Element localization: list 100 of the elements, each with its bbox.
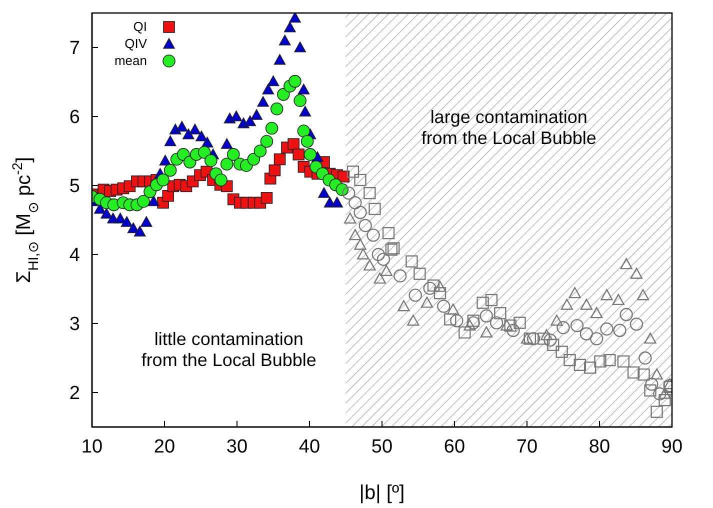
point xyxy=(480,326,492,338)
point xyxy=(220,158,234,171)
point xyxy=(394,269,407,282)
x-tick-label: 90 xyxy=(661,436,683,458)
y-tick-label: 2 xyxy=(69,383,80,404)
point xyxy=(620,308,633,322)
point xyxy=(292,148,305,160)
point xyxy=(380,264,392,276)
x-tick-label: 60 xyxy=(444,436,466,458)
x-tick-label: 40 xyxy=(298,436,320,458)
point xyxy=(560,298,573,310)
point xyxy=(584,362,596,374)
point xyxy=(120,216,133,227)
point xyxy=(100,208,112,219)
point xyxy=(650,368,663,380)
point xyxy=(278,34,291,46)
point xyxy=(230,110,242,122)
point xyxy=(540,329,553,340)
point xyxy=(294,42,306,52)
point xyxy=(653,387,666,400)
point xyxy=(406,255,418,268)
point xyxy=(294,94,306,108)
point xyxy=(458,326,471,339)
point xyxy=(420,296,434,308)
point xyxy=(464,319,476,331)
point xyxy=(450,314,464,328)
x-tick-label: 30 xyxy=(226,436,248,458)
point xyxy=(658,388,671,399)
point xyxy=(349,229,362,240)
point xyxy=(644,332,656,344)
point xyxy=(580,327,594,340)
point xyxy=(544,333,557,347)
point xyxy=(164,135,176,146)
point xyxy=(198,146,211,159)
point xyxy=(257,96,269,107)
point xyxy=(268,164,281,176)
point xyxy=(354,238,366,250)
point xyxy=(388,242,400,254)
point xyxy=(346,166,360,178)
point xyxy=(604,354,616,366)
point xyxy=(600,289,613,300)
point xyxy=(299,106,312,116)
point xyxy=(214,174,228,186)
point xyxy=(556,346,568,358)
point xyxy=(298,84,310,94)
point xyxy=(372,248,385,262)
point xyxy=(466,316,480,330)
point xyxy=(638,351,652,365)
point xyxy=(638,368,650,381)
x-axis-title: |b| [º] xyxy=(359,482,405,504)
point xyxy=(267,75,280,86)
point xyxy=(164,164,177,177)
point xyxy=(485,294,498,306)
point xyxy=(382,227,395,240)
point xyxy=(408,288,422,302)
point xyxy=(262,84,274,94)
point xyxy=(617,355,630,368)
point xyxy=(244,115,256,126)
point xyxy=(289,13,301,23)
point xyxy=(254,144,267,158)
point xyxy=(514,316,526,329)
point xyxy=(444,313,456,326)
x-tick-label: 70 xyxy=(516,436,538,458)
point xyxy=(423,282,436,295)
point xyxy=(364,259,376,271)
point xyxy=(297,124,310,138)
point xyxy=(600,322,614,336)
x-tick-label: 80 xyxy=(588,436,610,458)
point xyxy=(590,307,603,318)
point xyxy=(538,332,550,345)
y-tick-label: 6 xyxy=(69,107,80,128)
point xyxy=(526,332,540,346)
point xyxy=(220,138,233,149)
point xyxy=(134,226,146,237)
y-tick-label: 7 xyxy=(69,38,80,60)
point xyxy=(260,192,273,204)
point xyxy=(650,406,663,418)
x-tick-label: 20 xyxy=(154,436,176,458)
point xyxy=(547,338,560,351)
point xyxy=(162,190,174,202)
point xyxy=(196,130,208,142)
point xyxy=(304,148,317,161)
point xyxy=(500,319,513,331)
point xyxy=(247,152,260,166)
point xyxy=(398,300,410,312)
point xyxy=(427,279,440,292)
legend-label: QI xyxy=(133,18,147,35)
point xyxy=(342,186,356,200)
point xyxy=(288,74,302,88)
point xyxy=(284,22,296,32)
point xyxy=(274,54,286,65)
point xyxy=(277,88,290,101)
point xyxy=(357,248,370,260)
point xyxy=(140,216,152,227)
y-tick-label: 3 xyxy=(69,314,80,336)
point xyxy=(490,316,504,330)
point xyxy=(644,384,656,397)
point xyxy=(506,324,520,337)
point xyxy=(354,206,367,220)
point xyxy=(636,289,650,300)
